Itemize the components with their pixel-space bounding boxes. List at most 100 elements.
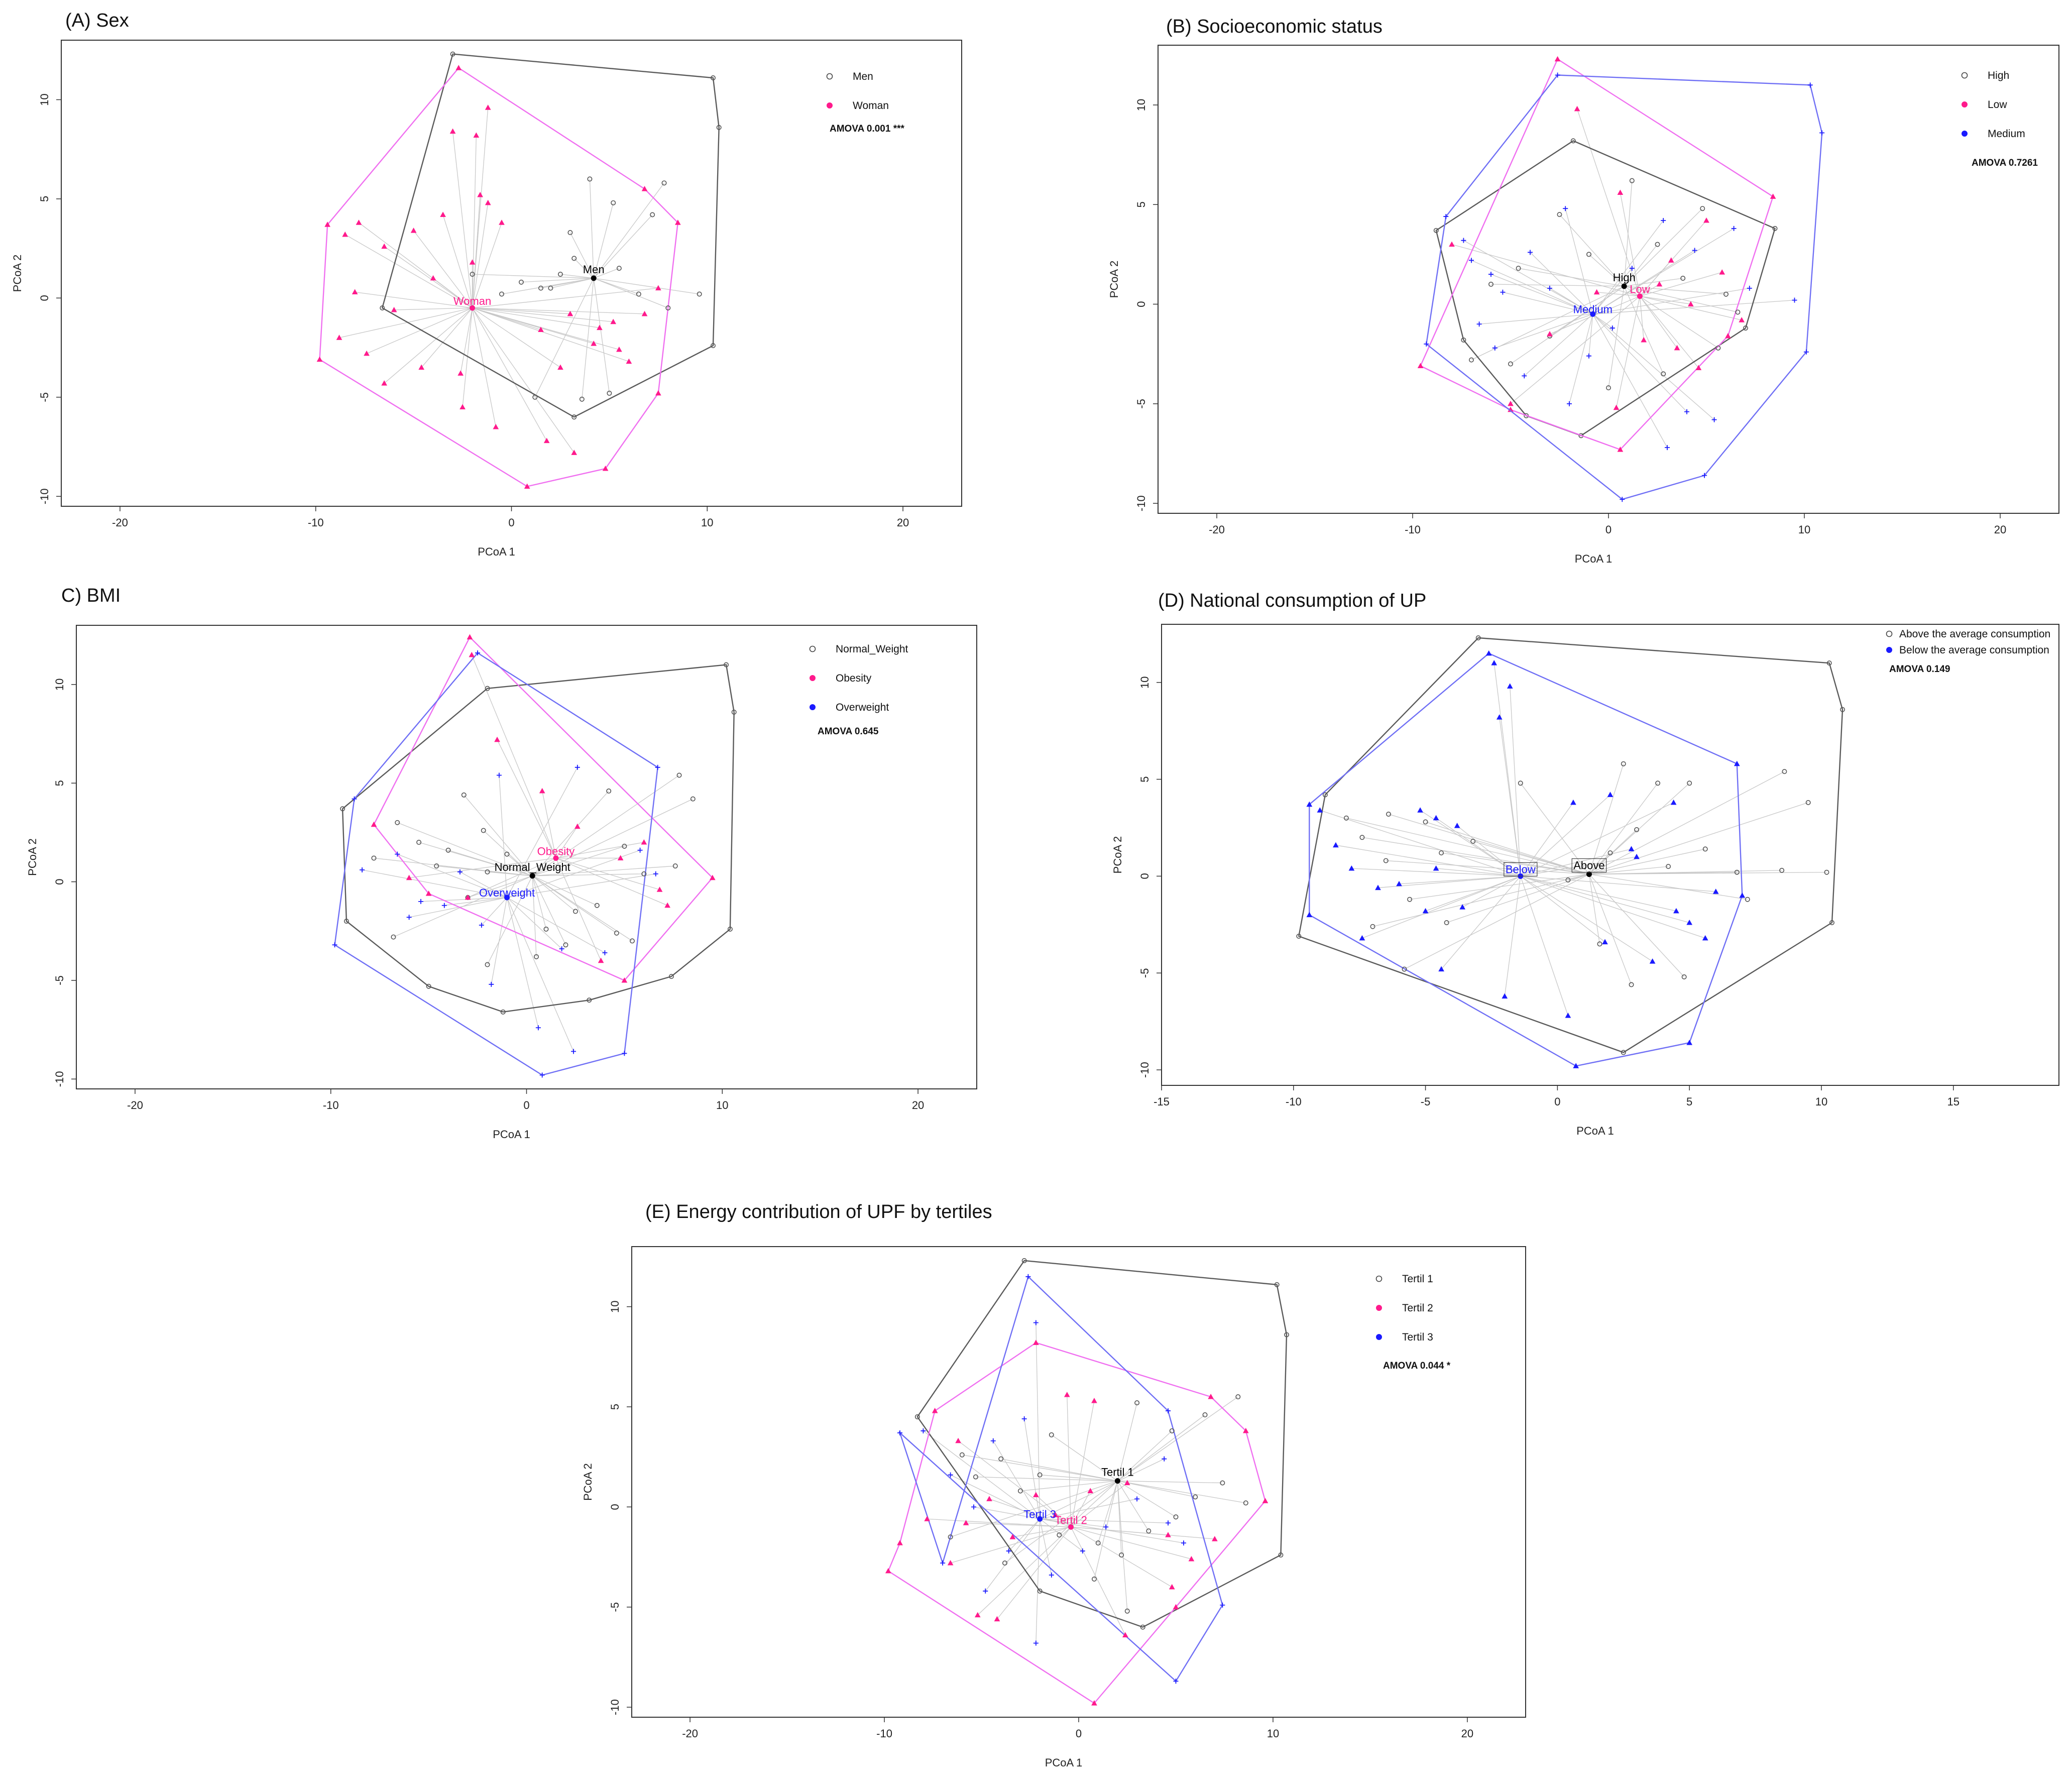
data-point [1684,409,1689,414]
data-point [1673,908,1679,914]
data-point [690,796,696,802]
hull-vertex [1173,1679,1179,1684]
y-tick-label: 10 [1138,676,1151,688]
data-point [543,926,549,932]
data-point [1687,781,1692,786]
data-point [1091,1576,1097,1582]
data-point [539,788,545,794]
data-point [336,335,342,340]
data-point [616,266,622,271]
data-point [571,256,577,261]
hull-woman [319,67,679,487]
centroid-label: Tertil 3 [1023,1508,1056,1520]
data-point [920,1428,926,1433]
centroid-label: Men [583,263,605,276]
data-point [533,954,539,959]
legend-label: Low [1988,99,2007,110]
data-point [440,211,446,217]
spider-line [1504,876,1521,996]
data-point [1687,301,1694,307]
data-point [986,1496,992,1501]
data-point [655,285,661,291]
hull-vertex [1025,1274,1031,1279]
hull-vertex [371,821,377,827]
x-tick-label: -10 [1286,1095,1302,1108]
hull-vertex [1725,333,1731,339]
x-tick-label: 20 [1994,523,2006,536]
centroid-label: Obesity [537,845,575,857]
spider-line [1372,873,1589,927]
spider-line [384,307,473,384]
data-point [1166,1520,1171,1526]
data-point [1734,869,1740,875]
x-tick-label: -10 [308,516,324,529]
legend: Above the average consumption Below the a… [1886,628,2050,675]
x-tick-label: -15 [1154,1095,1170,1108]
spider-line [1592,313,1613,328]
spider-line [472,307,600,328]
data-point [470,271,475,277]
spider-line [1462,875,1521,908]
data-point [1702,846,1708,852]
x-tick-label: 10 [1267,1727,1279,1740]
data-point [461,792,467,798]
x-axis-title: PCoA 1 [1575,552,1613,565]
data-point [636,291,641,297]
x-tick-label: -10 [1405,523,1421,536]
data-point [990,1438,996,1443]
data-point [1188,1555,1195,1562]
spider-line [421,307,473,368]
spider-line [1639,260,1672,297]
data-point [1202,1412,1208,1417]
spider-line [344,234,473,308]
y-tick-label: 0 [609,1504,621,1510]
spider-line [1639,296,1644,341]
axes: -15 -10 -5 0 5 10 15 -10 -5 0 5 10 PCoA 1 PCoA 2 [1111,676,1960,1137]
spider-line [1588,763,1624,874]
hull-vertices [380,51,722,420]
data-point [974,1612,981,1618]
data-point [371,855,377,861]
hull-vertex [1803,349,1809,355]
hull-vertex [1702,473,1707,478]
spider-line [1479,313,1593,324]
hull-vertex [1033,1340,1039,1345]
data-point [1444,920,1449,926]
spider-line [362,869,507,898]
hull-vertex [655,764,660,770]
data-point [1634,827,1640,832]
x-tick-label: 5 [1686,1095,1692,1108]
spider-line [472,274,594,279]
hull-tertil-1 [916,1260,1288,1628]
spider-line [1494,313,1593,349]
data-point [1702,935,1708,941]
spider-line [366,307,473,354]
spider-line [1071,1482,1128,1527]
data-point [1670,799,1677,805]
spider-line [1592,268,1633,314]
hull-vertex [897,1540,903,1545]
points-men [470,176,702,402]
data-point [416,840,422,845]
data-point [1439,850,1444,856]
data-point [641,839,647,845]
spider-line [1588,874,1632,985]
data-point [1235,1394,1241,1400]
data-point [1469,258,1474,263]
data-point [1747,285,1752,291]
spider-line [1565,208,1593,314]
data-point [1617,189,1624,195]
data-point [1052,1512,1059,1517]
data-point [352,289,358,295]
data-point [1516,266,1521,271]
legend-marker [1961,72,1968,79]
plot-frame [76,625,977,1089]
data-point [1824,869,1829,875]
data-point [395,851,400,857]
data-point [1570,799,1576,805]
data-point [948,1472,953,1478]
spider-line [507,897,605,953]
points-normal-weight [371,772,696,967]
hull-men [381,53,720,418]
spider-line [1117,1480,1223,1484]
